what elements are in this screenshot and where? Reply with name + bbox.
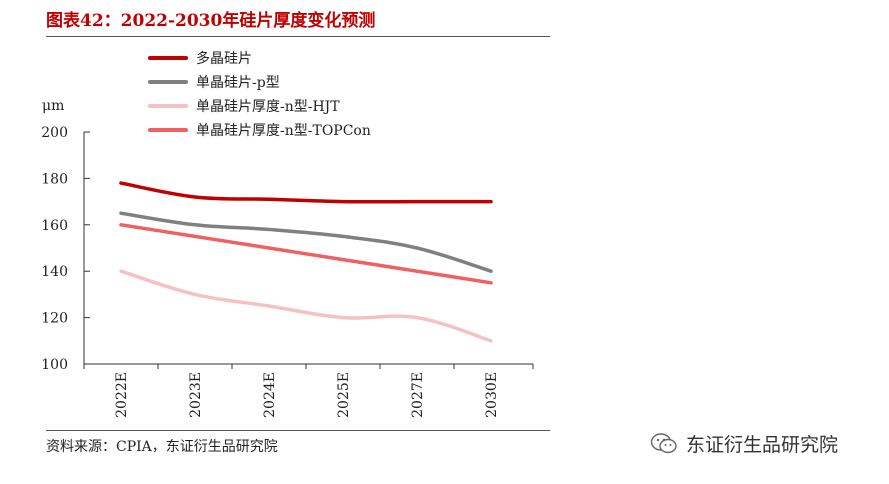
legend-label: 单晶硅片-p型 (196, 75, 280, 91)
series-line-3 (119, 269, 493, 343)
wechat-icon (650, 432, 677, 453)
x-tick-label: 2030E (484, 372, 500, 418)
y-tick-label: 100 (41, 357, 68, 373)
chart-series (119, 181, 493, 343)
y-unit-label: μm (42, 98, 64, 114)
source-note: 资料来源：CPIA，东证衍生品研究院 (46, 439, 278, 455)
legend-label: 多晶硅片 (196, 50, 252, 67)
chart-axes: 100 120 140 160 180 200 μm 2022E 2023E 2024E 2025E… (41, 98, 534, 418)
title-divider (46, 36, 550, 37)
y-tick-label: 160 (41, 218, 68, 234)
y-tick-label: 200 (41, 125, 68, 141)
x-tick-label: 2025E (336, 372, 352, 418)
source-divider (46, 430, 550, 431)
series-line-4 (119, 223, 493, 285)
x-tick-label: 2022E (114, 372, 130, 418)
page-title: 图表42：2022-2030年硅片厚度变化预测 (46, 11, 376, 31)
watermark: 东证衍生品研究院 (650, 430, 838, 457)
x-tick-label: 2027E (410, 372, 426, 418)
legend-label: 单晶硅片厚度-n型-HJT (196, 99, 340, 115)
watermark-text: 东证衍生品研究院 (686, 434, 839, 456)
legend-label: 单晶硅片厚度-n型-TOPCon (196, 123, 371, 139)
x-tick-label: 2024E (262, 372, 278, 418)
y-tick-label: 120 (41, 311, 68, 327)
y-tick-label: 140 (41, 264, 68, 280)
series-line-1 (119, 181, 493, 204)
y-tick-label: 180 (41, 171, 68, 187)
x-tick-label: 2023E (188, 372, 204, 418)
series-line-2 (119, 211, 493, 273)
